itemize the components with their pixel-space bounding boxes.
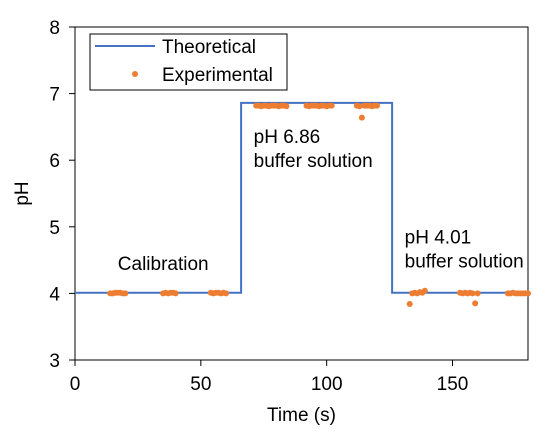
x-tick-label: 0 bbox=[70, 374, 81, 395]
chart-annotation: pH 4.01 bbox=[405, 227, 472, 248]
experimental-data-point bbox=[474, 290, 481, 297]
y-tick-label: 4 bbox=[49, 284, 60, 305]
experimental-data-point bbox=[406, 301, 413, 308]
y-tick-label: 3 bbox=[49, 351, 60, 372]
chart-annotation: buffer solution bbox=[405, 251, 524, 272]
x-axis-title: Time (s) bbox=[267, 405, 336, 426]
x-tick-label: 100 bbox=[311, 374, 343, 395]
experimental-data-point bbox=[223, 290, 229, 297]
experimental-data-point bbox=[283, 103, 290, 110]
x-tick-label: 50 bbox=[190, 374, 211, 395]
chart-annotation: buffer solution bbox=[254, 151, 373, 172]
experimental-data-point bbox=[469, 290, 476, 297]
experimental-data-point bbox=[358, 114, 365, 121]
chart-annotation: Calibration bbox=[118, 254, 209, 275]
experimental-data-point bbox=[328, 102, 335, 109]
y-tick-label: 5 bbox=[49, 218, 60, 239]
y-tick-label: 8 bbox=[49, 18, 60, 39]
legend-experimental-swatch bbox=[132, 71, 138, 77]
experimental-data-point bbox=[421, 287, 428, 294]
y-tick-label: 6 bbox=[49, 151, 60, 172]
x-tick-label: 150 bbox=[437, 374, 469, 395]
legend-experimental-label: Experimental bbox=[162, 65, 273, 86]
legend-box bbox=[89, 33, 288, 91]
experimental-data-point bbox=[472, 300, 479, 307]
plot-area-border bbox=[74, 26, 529, 361]
y-axis-title: pH bbox=[12, 181, 33, 205]
experimental-data-point bbox=[374, 102, 380, 109]
chart-annotation: pH 6.86 bbox=[254, 127, 321, 148]
experimental-data-point bbox=[122, 290, 129, 297]
y-tick-label: 7 bbox=[49, 85, 60, 106]
experimental-data-point bbox=[172, 290, 179, 297]
experimental-data-point bbox=[525, 290, 531, 297]
experimental-data-point bbox=[356, 103, 363, 110]
legend-theoretical-label: Theoretical bbox=[162, 37, 256, 58]
